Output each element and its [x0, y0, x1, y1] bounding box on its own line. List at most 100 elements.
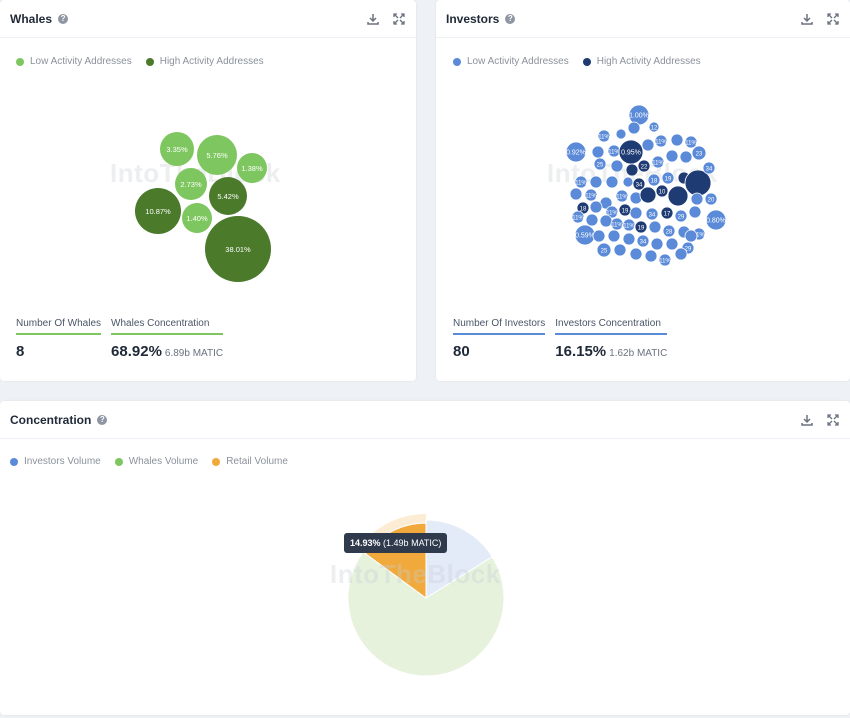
investor-bubble-label: 11%: [655, 140, 667, 146]
investor-bubble[interactable]: [690, 192, 704, 206]
investor-bubble[interactable]: [684, 135, 698, 149]
investor-bubble[interactable]: [615, 189, 629, 203]
investor-bubble[interactable]: [589, 200, 603, 214]
investor-bubble[interactable]: [625, 163, 639, 177]
expand-icon[interactable]: [826, 12, 840, 26]
investor-bubble[interactable]: [665, 237, 679, 251]
download-icon[interactable]: [800, 12, 814, 26]
investor-bubble[interactable]: [670, 133, 684, 147]
legend-item[interactable]: Low Activity Addresses: [16, 56, 132, 67]
whale-bubble[interactable]: [175, 168, 207, 200]
investor-bubble[interactable]: [667, 185, 689, 207]
investor-bubble[interactable]: [660, 206, 674, 220]
legend-label: Investors Volume: [24, 456, 101, 467]
investor-bubble-label: 18: [651, 179, 658, 185]
whale-bubble[interactable]: [237, 153, 267, 183]
investor-bubble[interactable]: [592, 229, 606, 243]
investor-bubble-label: 34: [649, 213, 656, 219]
investor-bubble[interactable]: [605, 175, 619, 189]
investor-bubble[interactable]: [585, 213, 599, 227]
help-icon[interactable]: ?: [97, 414, 108, 425]
investor-bubble[interactable]: [704, 192, 718, 206]
investor-bubble[interactable]: [571, 210, 585, 224]
whale-bubble[interactable]: [160, 132, 194, 166]
investor-bubble[interactable]: [629, 247, 643, 261]
investor-bubble[interactable]: [593, 157, 607, 171]
investor-bubble[interactable]: [684, 229, 698, 243]
help-icon[interactable]: ?: [505, 13, 516, 24]
investor-bubble[interactable]: [622, 176, 634, 188]
investor-bubble[interactable]: [591, 145, 605, 159]
whales-legend: Low Activity Addresses High Activity Add…: [16, 56, 264, 67]
investor-bubble[interactable]: [574, 175, 588, 189]
download-icon[interactable]: [366, 12, 380, 26]
investor-bubble[interactable]: [607, 229, 621, 243]
investor-bubble[interactable]: [613, 243, 627, 257]
investor-bubble[interactable]: [648, 220, 662, 234]
concentration-title: Concentration: [10, 412, 92, 427]
investor-bubble[interactable]: [648, 121, 660, 133]
investor-bubble[interactable]: [569, 187, 583, 201]
investor-bubble[interactable]: [629, 206, 643, 220]
investor-bubble-label: 11%: [659, 259, 671, 265]
investor-bubble[interactable]: [691, 145, 707, 161]
investor-bubble[interactable]: [610, 159, 624, 173]
investor-bubble[interactable]: [650, 237, 664, 251]
investor-bubble-label: 34: [640, 240, 647, 246]
investor-bubble[interactable]: [615, 128, 627, 140]
legend-item[interactable]: Retail Volume: [212, 456, 288, 467]
investor-bubble[interactable]: [627, 121, 641, 135]
legend-item[interactable]: High Activity Addresses: [582, 56, 701, 67]
investor-bubble[interactable]: [622, 232, 636, 246]
investor-bubble[interactable]: [674, 209, 688, 223]
expand-icon[interactable]: [826, 413, 840, 427]
whale-bubble[interactable]: [135, 188, 181, 234]
expand-icon[interactable]: [392, 12, 406, 26]
investor-bubble[interactable]: [658, 253, 672, 267]
whale-bubble-label: 10.87%: [145, 207, 171, 216]
investor-bubble[interactable]: [674, 247, 688, 261]
investor-bubble[interactable]: [688, 205, 702, 219]
investor-bubble[interactable]: [636, 234, 650, 248]
investor-bubble[interactable]: [702, 161, 716, 175]
whale-bubble[interactable]: [182, 203, 212, 233]
stat-subvalue: 6.89b MATIC: [164, 348, 224, 359]
investor-bubble[interactable]: [605, 205, 619, 219]
investor-bubble[interactable]: [661, 171, 675, 185]
investor-bubble[interactable]: [565, 141, 587, 163]
investor-bubble[interactable]: [599, 214, 613, 228]
investors-count-stat: Number Of Investors 80: [453, 318, 546, 360]
investor-bubble[interactable]: [705, 209, 727, 231]
investor-bubble[interactable]: [651, 155, 665, 169]
legend-item[interactable]: Whales Volume: [114, 456, 198, 467]
investor-bubble[interactable]: [644, 249, 658, 263]
investor-bubble[interactable]: [584, 188, 598, 202]
investor-bubble[interactable]: [589, 175, 603, 189]
investors-stats: Number Of Investors 80 Investors Concent…: [453, 318, 668, 360]
investor-bubble[interactable]: [665, 149, 679, 163]
whale-bubble[interactable]: [197, 135, 237, 175]
whale-bubble[interactable]: [209, 177, 247, 215]
investor-bubble[interactable]: [637, 159, 651, 173]
download-icon[interactable]: [800, 413, 814, 427]
pie-slice[interactable]: [347, 551, 505, 677]
investor-bubble[interactable]: [655, 184, 669, 198]
investor-bubble[interactable]: [597, 129, 611, 143]
legend-item[interactable]: Low Activity Addresses: [453, 56, 569, 67]
investor-bubble[interactable]: [632, 177, 646, 191]
investor-bubble[interactable]: [662, 224, 676, 238]
legend-dot-whales: [114, 457, 123, 466]
investor-bubble[interactable]: [596, 242, 612, 258]
investor-bubble[interactable]: [641, 138, 655, 152]
investor-bubble[interactable]: [639, 186, 657, 204]
investor-bubble[interactable]: [645, 207, 659, 221]
legend-item[interactable]: Investors Volume: [10, 456, 101, 467]
tooltip-sub: (1.49b MATIC): [383, 538, 442, 548]
investor-bubble[interactable]: [634, 220, 648, 234]
whale-bubble[interactable]: [205, 216, 271, 282]
investor-bubble[interactable]: [679, 150, 693, 164]
legend-item[interactable]: High Activity Addresses: [145, 56, 264, 67]
investor-bubble[interactable]: [647, 173, 661, 187]
help-icon[interactable]: ?: [58, 13, 69, 24]
investor-bubble[interactable]: [654, 134, 668, 148]
